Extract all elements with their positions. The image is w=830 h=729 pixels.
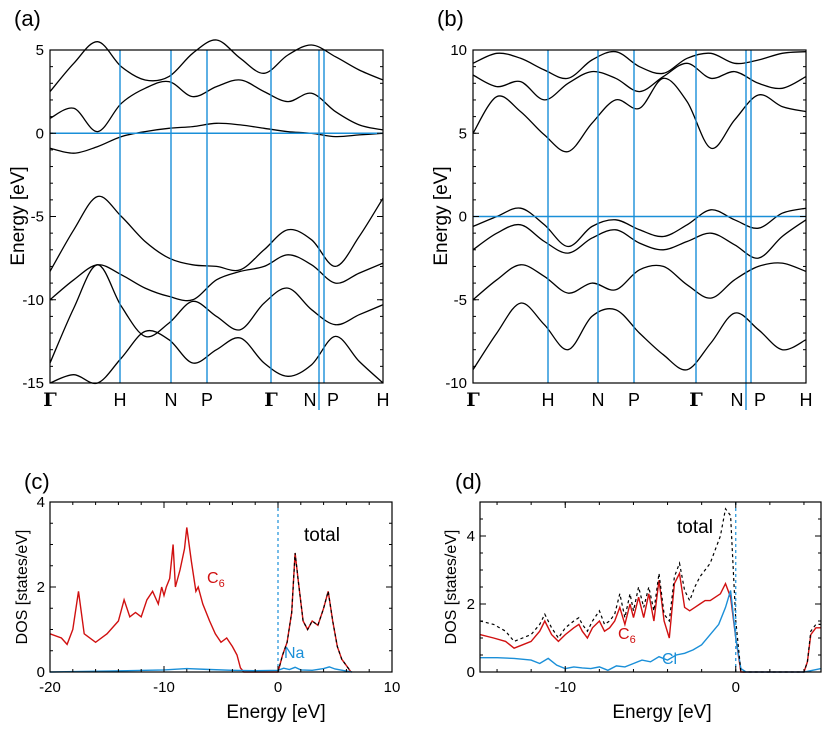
band-line: [472, 302, 807, 371]
kpoint-label: H: [377, 390, 390, 410]
kpoint-label: H: [114, 390, 127, 410]
ylabel-d: DOS [states/eV]: [443, 530, 460, 645]
xtick-label: 0: [274, 679, 282, 696]
annotation-na: Na: [284, 645, 305, 662]
xlabel-c: Energy [eV]: [226, 702, 325, 723]
kpoint-label: H: [800, 390, 813, 410]
ytick-label: 5: [459, 125, 467, 142]
plot-frame: [49, 49, 384, 384]
kpoint-label: N: [731, 390, 744, 410]
kpoint-label: P: [628, 390, 640, 410]
annotation-c6-d: C6: [618, 626, 636, 646]
annotation-c6-c: C6: [207, 570, 225, 590]
kpoint-label: N: [592, 390, 605, 410]
ylabel-c: DOS [states/eV]: [14, 530, 31, 645]
ytick-label: -5: [31, 209, 44, 226]
xtick-label: -20: [39, 679, 61, 696]
ytick-label: -15: [22, 375, 44, 392]
annotation-total-c: total: [304, 525, 340, 546]
xtick-label: 0: [732, 679, 740, 696]
ytick-label: 2: [37, 579, 45, 596]
plot-frame: [479, 501, 822, 673]
band-line: [472, 62, 807, 101]
annotation-total-d: total: [677, 517, 713, 538]
dos-series-na: [49, 666, 353, 673]
dos-series-total: [479, 507, 821, 673]
panel-label-a: (a): [14, 6, 41, 31]
kpoint-label: P: [201, 390, 213, 410]
kpoint-label: N: [304, 390, 317, 410]
dos-plot-d: -10 0 0 2 4: [467, 501, 822, 696]
ytick-label: -10: [445, 375, 467, 392]
kpoint-label: Γ: [466, 389, 480, 411]
dos-series-cl: [480, 590, 822, 673]
band-line: [49, 329, 384, 385]
band-line: [472, 77, 807, 153]
ytick-label: -10: [22, 292, 44, 309]
kpoint-label: H: [542, 390, 555, 410]
band-line: [49, 264, 384, 364]
band-line: [472, 262, 807, 301]
ylabel-a: Energy [eV]: [8, 166, 29, 265]
ytick-label: 5: [36, 42, 44, 59]
band-line: [472, 219, 807, 259]
band-line: [472, 50, 807, 80]
panel-label-d: (d): [455, 469, 482, 494]
ytick-label: 0: [36, 125, 44, 142]
ytick-label: 4: [37, 494, 45, 511]
band-plot-a: 50-5-10-15Γ H N P Γ N P H: [22, 39, 390, 411]
kpoint-label: Γ: [689, 389, 703, 411]
band-line: [49, 39, 384, 93]
band-line: [472, 207, 807, 248]
ytick-label: 0: [37, 664, 45, 681]
dos-series-c6: [479, 571, 821, 673]
ytick-label: 0: [459, 209, 467, 226]
xtick-label: -10: [554, 679, 576, 696]
kpoint-label: N: [165, 390, 178, 410]
kpoint-label: P: [754, 390, 766, 410]
dos-plot-c: -20 -10 0 10 0 2 4: [37, 494, 401, 696]
ytick-label: 4: [467, 528, 475, 545]
band-line: [49, 195, 384, 272]
xtick-label: -10: [153, 679, 175, 696]
ytick-label: 2: [467, 596, 475, 613]
band-line: [49, 122, 384, 154]
panel-label-b: (b): [437, 6, 464, 31]
ytick-label: -5: [454, 292, 467, 309]
ytick-label: 0: [467, 664, 475, 681]
kpoint-label: P: [327, 390, 339, 410]
band-line: [49, 79, 384, 133]
kpoint-label: Γ: [264, 389, 278, 411]
panel-label-c: (c): [24, 469, 50, 494]
xtick-label: 10: [384, 679, 401, 696]
ytick-label: 10: [450, 42, 467, 59]
xlabel-d: Energy [eV]: [612, 702, 711, 723]
band-line: [49, 254, 384, 302]
ylabel-b: Energy [eV]: [431, 166, 452, 265]
kpoint-label: Γ: [43, 389, 57, 411]
dos-series-c6: [49, 527, 352, 673]
